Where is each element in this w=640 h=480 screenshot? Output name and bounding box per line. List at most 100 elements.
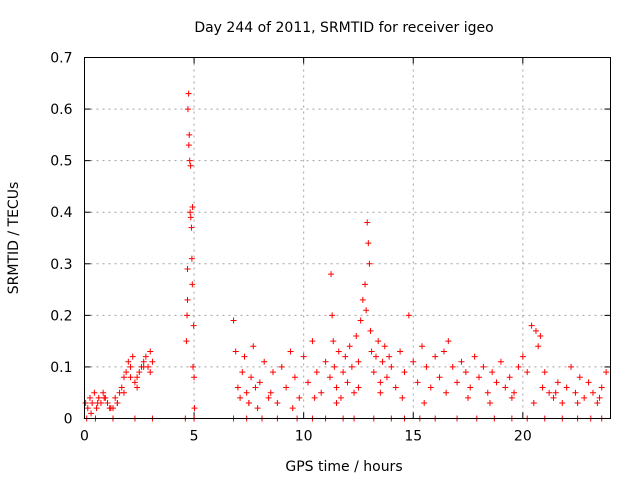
- data-point: [88, 410, 95, 417]
- data-point: [186, 157, 193, 164]
- data-point: [467, 384, 474, 391]
- data-point: [539, 384, 546, 391]
- data-point: [508, 394, 515, 401]
- data-point: [427, 384, 434, 391]
- data-point: [185, 90, 192, 97]
- data-point: [410, 358, 417, 365]
- data-point: [449, 363, 456, 370]
- data-point: [330, 338, 337, 345]
- data-point: [596, 394, 603, 401]
- data-point: [120, 374, 127, 381]
- data-point: [480, 363, 487, 370]
- data-point: [535, 343, 542, 350]
- data-point: [120, 389, 127, 396]
- x-tick-label: 10: [295, 429, 313, 445]
- data-point: [489, 369, 496, 376]
- data-point: [274, 400, 281, 407]
- data-point: [184, 106, 191, 113]
- data-point: [256, 379, 263, 386]
- data-point: [363, 307, 370, 314]
- data-point: [348, 363, 355, 370]
- x-tick-label: 15: [404, 429, 422, 445]
- data-point: [379, 358, 386, 365]
- data-point: [471, 353, 478, 360]
- data-point: [89, 400, 96, 407]
- data-point: [239, 369, 246, 376]
- data-point: [337, 394, 344, 401]
- data-point: [269, 369, 276, 376]
- data-point: [114, 400, 121, 407]
- data-point: [465, 394, 472, 401]
- data-point: [305, 379, 312, 386]
- data-point: [377, 379, 384, 386]
- data-point: [568, 363, 575, 370]
- data-point: [331, 363, 338, 370]
- x-tick-label: 5: [190, 429, 199, 445]
- data-point: [142, 353, 149, 360]
- data-point: [147, 369, 154, 376]
- data-point: [248, 374, 255, 381]
- data-point: [366, 260, 373, 267]
- data-point: [515, 363, 522, 370]
- data-point: [140, 358, 147, 365]
- plot-frame: [84, 57, 611, 419]
- data-point: [357, 317, 364, 324]
- data-point: [252, 384, 259, 391]
- data-point: [440, 348, 447, 355]
- data-point: [581, 394, 588, 401]
- data-point: [127, 363, 134, 370]
- data-point: [401, 369, 408, 376]
- data-point: [241, 353, 248, 360]
- data-point: [392, 384, 399, 391]
- data-point: [237, 394, 244, 401]
- data-point: [333, 384, 340, 391]
- data-point: [129, 353, 136, 360]
- data-point: [377, 389, 384, 396]
- data-point: [367, 327, 374, 334]
- data-point: [254, 405, 261, 412]
- data-point: [484, 389, 491, 396]
- data-point: [574, 400, 581, 407]
- data-point: [443, 389, 450, 396]
- data-point: [289, 405, 296, 412]
- data-point: [532, 327, 539, 334]
- data-point: [134, 374, 141, 381]
- data-point: [93, 405, 100, 412]
- data-point: [184, 296, 191, 303]
- data-point: [188, 224, 195, 231]
- y-tick-label: 0.6: [50, 102, 72, 118]
- data-point: [326, 374, 333, 381]
- data-point: [232, 348, 239, 355]
- data-point: [370, 369, 377, 376]
- data-point: [340, 369, 347, 376]
- data-point: [493, 379, 500, 386]
- data-point: [458, 358, 465, 365]
- data-point: [541, 369, 548, 376]
- data-point: [462, 369, 469, 376]
- grid-lines: [84, 57, 611, 419]
- data-point: [537, 332, 544, 339]
- data-point: [186, 131, 193, 138]
- y-tick-labels: 0 0.1 0.2 0.3 0.4 0.5 0.6 0.7: [50, 51, 72, 428]
- y-tick-label: 0: [64, 412, 73, 428]
- x-tick-labels: 0 5 10 15 20: [80, 429, 532, 445]
- data-point: [559, 400, 566, 407]
- data-point: [147, 348, 154, 355]
- y-tick-label: 0.7: [50, 51, 72, 67]
- data-point: [125, 358, 132, 365]
- data-point: [101, 394, 108, 401]
- data-point: [388, 363, 395, 370]
- data-point: [82, 400, 89, 407]
- data-point: [362, 281, 369, 288]
- data-point: [140, 363, 147, 370]
- data-point: [355, 384, 362, 391]
- data-point: [149, 358, 156, 365]
- data-point: [486, 400, 493, 407]
- data-point: [405, 312, 412, 319]
- y-axis-label: SRMTID / TECUs: [6, 182, 22, 295]
- data-point: [136, 369, 143, 376]
- data-point: [346, 343, 353, 350]
- data-point: [589, 389, 596, 396]
- data-point: [309, 338, 316, 345]
- data-point: [123, 369, 130, 376]
